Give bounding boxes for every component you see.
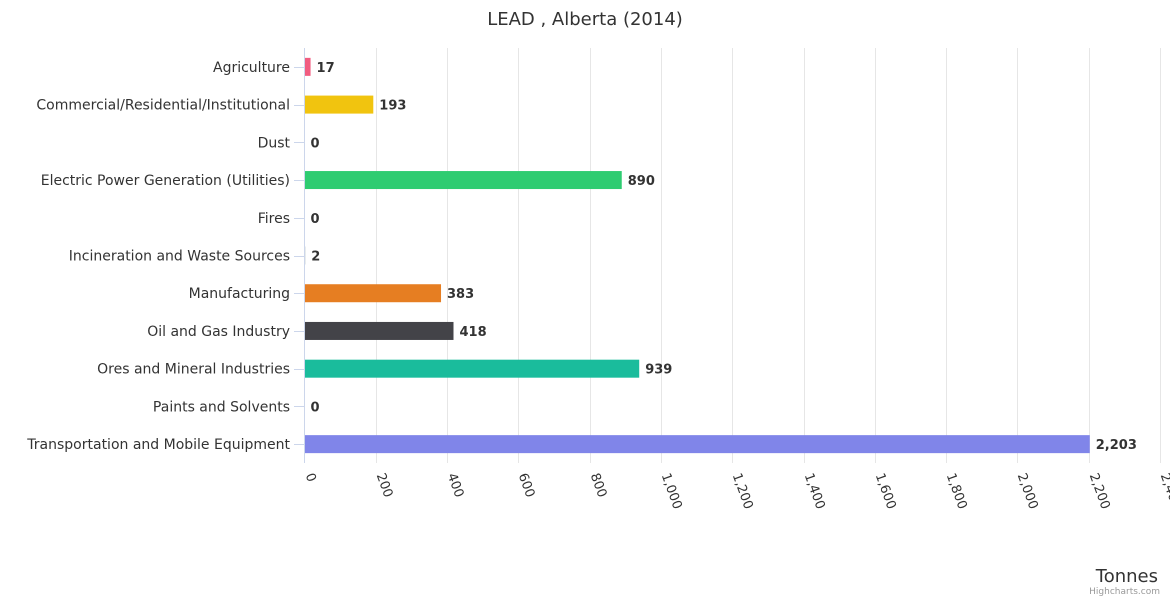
category-label: Oil and Gas Industry — [147, 324, 290, 340]
data-label: 2 — [311, 250, 320, 265]
category-label: Paints and Solvents — [153, 399, 290, 415]
x-tick-label: 800 — [587, 471, 610, 499]
category-label: Manufacturing — [189, 286, 290, 302]
grid-lines — [376, 48, 1161, 463]
data-label: 0 — [311, 400, 320, 415]
x-tick-label: 1,000 — [658, 471, 685, 511]
data-label: 2,203 — [1096, 438, 1137, 453]
category-label: Incineration and Waste Sources — [69, 249, 290, 265]
chart-title: LEAD , Alberta (2014) — [487, 9, 683, 30]
bars — [304, 57, 1090, 454]
category-label: Dust — [258, 135, 291, 151]
category-label: Fires — [258, 211, 290, 227]
bar[interactable] — [304, 284, 442, 303]
bar[interactable] — [304, 321, 454, 340]
category-label: Commercial/Residential/Institutional — [36, 98, 290, 114]
x-tick-label: 2,000 — [1014, 471, 1041, 511]
x-tick-label: 2,200 — [1086, 471, 1113, 511]
category-label: Electric Power Generation (Utilities) — [41, 173, 290, 189]
bar[interactable] — [304, 435, 1090, 454]
data-labels: 17 193 0 890 0 2 383 418 939 0 2,203 — [311, 61, 1137, 453]
x-axis-title: Tonnes — [1095, 566, 1158, 587]
category-label: Agriculture — [213, 60, 290, 76]
x-tick-label: 1,600 — [872, 471, 899, 511]
x-tick-label: 400 — [444, 471, 467, 499]
x-tick-label: 1,200 — [729, 471, 756, 511]
data-label: 0 — [311, 212, 320, 227]
bar[interactable] — [304, 171, 622, 190]
x-tick-label: 200 — [373, 471, 396, 499]
data-label: 383 — [447, 287, 474, 302]
x-tick-label: 2,400 — [1157, 471, 1170, 511]
x-axis-ticks: 0 200 400 600 800 1,000 1,200 1,400 1,600 1,800 2,… — [302, 471, 1170, 511]
credits-link[interactable]: Highcharts.com — [1089, 587, 1160, 597]
bar[interactable] — [304, 57, 311, 76]
data-label: 890 — [628, 174, 655, 189]
data-label: 939 — [645, 363, 672, 378]
category-label: Ores and Mineral Industries — [97, 362, 290, 378]
data-label: 0 — [311, 136, 320, 151]
category-labels: Agriculture Commercial/Residential/Instit… — [26, 60, 304, 453]
bar[interactable] — [304, 95, 374, 114]
x-tick-label: 1,400 — [801, 471, 828, 511]
data-label: 418 — [459, 325, 486, 340]
data-label: 17 — [317, 61, 335, 76]
x-tick-label: 600 — [515, 471, 538, 499]
x-tick-label: 1,800 — [943, 471, 970, 511]
data-label: 193 — [379, 99, 406, 114]
bar[interactable] — [304, 359, 640, 378]
x-tick-label: 0 — [302, 471, 319, 484]
category-label: Transportation and Mobile Equipment — [26, 437, 290, 453]
